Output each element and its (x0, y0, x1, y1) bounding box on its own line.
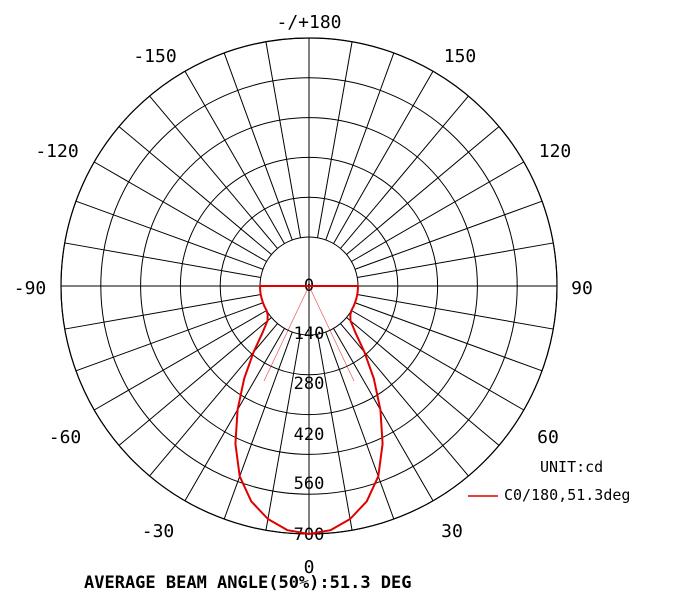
grid-spoke-70 (354, 302, 543, 372)
grid-spoke-110 (354, 200, 543, 270)
grid-spoke-10 (317, 334, 353, 531)
grid-spoke-340 (223, 331, 293, 520)
angle-label-180: -/+180 (276, 12, 341, 33)
angle-label-120: 120 (539, 141, 572, 162)
radial-tick-label-560: 560 (294, 474, 325, 494)
radial-tick-label-420: 420 (294, 425, 325, 445)
angle-label-0: 0 (304, 557, 315, 578)
angle-label-neg150: -150 (133, 46, 176, 67)
grid-spoke-260 (64, 242, 261, 278)
series-curves (234, 285, 384, 535)
grid-spoke-130 (346, 126, 500, 255)
grid-spoke-200 (223, 52, 293, 241)
grid-spoke-50 (346, 317, 500, 446)
legend-label: C0/180,51.3deg (504, 486, 630, 504)
grid-spoke-80 (357, 294, 554, 330)
unit-label: UNIT:cd (540, 458, 603, 476)
angle-label-neg120: -120 (35, 141, 78, 162)
grid-spoke-210 (184, 70, 285, 244)
grid-spoke-220 (149, 95, 278, 249)
beam-angle-footer: AVERAGE BEAM ANGLE(50%):51.3 DEG (84, 573, 412, 593)
grid-spoke-290 (75, 302, 264, 372)
angle-label-90: 90 (571, 278, 593, 299)
grid-spoke-170 (317, 41, 353, 238)
grid-spoke-350 (265, 334, 301, 531)
angle-label-150: 150 (444, 46, 477, 67)
grid-spoke-310 (118, 317, 272, 446)
radial-tick-label-280: 280 (294, 374, 325, 394)
grid-spoke-320 (149, 323, 278, 477)
grid-spoke-40 (340, 323, 469, 477)
angle-label-30: 30 (441, 521, 463, 542)
grid-spoke-20 (325, 331, 395, 520)
series-beam-edge-0 (263, 285, 355, 382)
grid-spoke-330 (184, 328, 285, 502)
grid-spoke-240 (93, 161, 267, 262)
grid-spoke-60 (351, 310, 525, 411)
angle-label-60: 60 (537, 427, 559, 448)
grid-spoke-300 (93, 310, 267, 411)
grid-spoke-280 (64, 294, 261, 330)
grid-spoke-30 (333, 328, 434, 502)
angle-labels: -/+180 150 120 90 60 30 0 -30 -60 -90 -120 -150 (14, 12, 593, 578)
angle-label-neg90: -90 (14, 278, 47, 299)
grid-spoke-250 (75, 200, 264, 270)
angle-label-neg60: -60 (49, 427, 82, 448)
grid-spoke-160 (325, 52, 395, 241)
grid-spoke-150 (333, 70, 434, 244)
radial-tick-label-140: 140 (294, 324, 325, 344)
grid-spoke-100 (357, 242, 554, 278)
angle-label-neg30: -30 (142, 521, 175, 542)
grid-spoke-140 (340, 95, 469, 249)
grid-spoke-120 (351, 161, 525, 262)
grid-spoke-190 (265, 41, 301, 238)
grid-spoke-230 (118, 126, 272, 255)
